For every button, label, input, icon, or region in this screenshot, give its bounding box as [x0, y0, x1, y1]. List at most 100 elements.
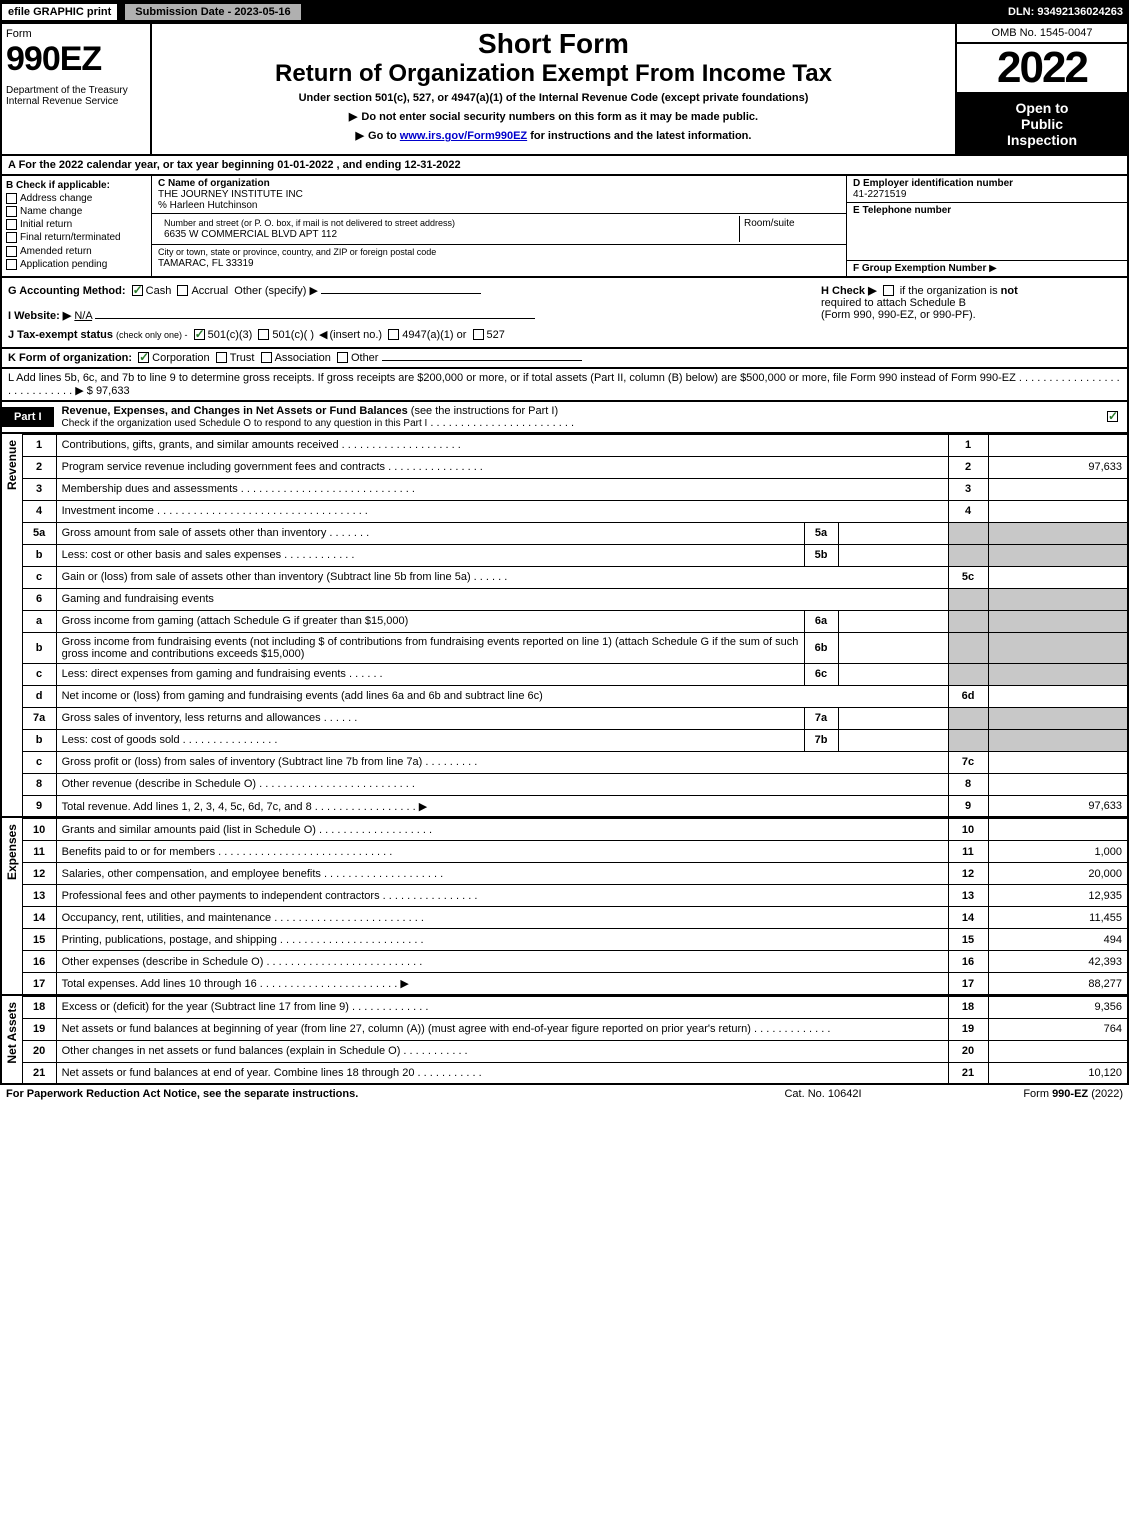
chk-cash[interactable]	[132, 285, 143, 296]
net-assets-section: Net Assets 18Excess or (deficit) for the…	[0, 996, 1129, 1086]
line-6c: cLess: direct expenses from gaming and f…	[22, 663, 1128, 685]
org-name: THE JOURNEY INSTITUTE INC	[158, 189, 303, 200]
row-a-tax-year: A For the 2022 calendar year, or tax yea…	[0, 156, 1129, 176]
l-text: L Add lines 5b, 6c, and 7b to line 9 to …	[8, 372, 1016, 384]
open-public: Open to Public Inspection	[957, 94, 1127, 154]
line-3: 3Membership dues and assessments . . . .…	[22, 478, 1128, 500]
chk-schedule-o[interactable]	[1107, 411, 1118, 422]
goto-post: for instructions and the latest informat…	[527, 130, 751, 142]
chk-h[interactable]	[883, 285, 894, 296]
page-footer: For Paperwork Reduction Act Notice, see …	[0, 1085, 1129, 1103]
expenses-side-label: Expenses	[0, 818, 22, 996]
chk-other-org[interactable]	[337, 352, 348, 363]
net-assets-table: 18Excess or (deficit) for the year (Subt…	[22, 996, 1129, 1086]
dln: DLN: 93492136024263	[1008, 6, 1129, 18]
line-16: 16Other expenses (describe in Schedule O…	[22, 951, 1128, 973]
line-7c: cGross profit or (loss) from sales of in…	[22, 751, 1128, 773]
revenue-table: 1Contributions, gifts, grants, and simil…	[22, 434, 1129, 819]
org-name-label: C Name of organization	[158, 178, 270, 189]
chk-association[interactable]	[261, 352, 272, 363]
submission-date: Submission Date - 2023-05-16	[123, 2, 302, 22]
line-6a: aGross income from gaming (attach Schedu…	[22, 610, 1128, 632]
chk-amended-return[interactable]: Amended return	[6, 246, 147, 257]
chk-application-pending[interactable]: Application pending	[6, 259, 147, 270]
row-k: K Form of organization: Corporation Trus…	[0, 349, 1129, 369]
chk-corporation[interactable]	[138, 352, 149, 363]
line-7a: 7aGross sales of inventory, less returns…	[22, 707, 1128, 729]
cat-no: Cat. No. 10642I	[723, 1088, 923, 1100]
chk-address-change[interactable]: Address change	[6, 193, 147, 204]
expenses-table: 10Grants and similar amounts paid (list …	[22, 818, 1129, 996]
ein-label: D Employer identification number	[853, 178, 1013, 189]
ein-block: D Employer identification number 41-2271…	[847, 176, 1127, 203]
line-20: 20Other changes in net assets or fund ba…	[22, 1040, 1128, 1062]
care-of: % Harleen Hutchinson	[158, 200, 258, 211]
part-i-tab: Part I	[2, 407, 54, 427]
return-title: Return of Organization Exempt From Incom…	[160, 60, 947, 88]
chk-accrual[interactable]	[177, 285, 188, 296]
form-meta-box: OMB No. 1545-0047 2022 Open to Public In…	[957, 24, 1127, 154]
line-12: 12Salaries, other compensation, and empl…	[22, 863, 1128, 885]
net-assets-side-label: Net Assets	[0, 996, 22, 1086]
line-19: 19Net assets or fund balances at beginni…	[22, 1018, 1128, 1040]
box-d: D Employer identification number 41-2271…	[847, 176, 1127, 276]
addr-label: Number and street (or P. O. box, if mail…	[164, 218, 455, 228]
irs-link[interactable]: www.irs.gov/Form990EZ	[400, 130, 527, 142]
line-1: 1Contributions, gifts, grants, and simil…	[22, 434, 1128, 456]
chk-501c[interactable]	[258, 329, 269, 340]
chk-501c3[interactable]	[194, 329, 205, 340]
other-specify: Other (specify) ▶	[234, 285, 318, 297]
accounting-method: G Accounting Method: Cash Accrual Other …	[8, 284, 821, 341]
chk-final-return[interactable]: Final return/terminated	[6, 232, 147, 243]
line-10: 10Grants and similar amounts paid (list …	[22, 819, 1128, 841]
top-bar: efile GRAPHIC print Submission Date - 20…	[0, 0, 1129, 24]
tel-block: E Telephone number	[847, 203, 1127, 261]
group-exemption: F Group Exemption Number ▶	[847, 261, 1127, 276]
box-b-header: B Check if applicable:	[6, 180, 147, 191]
box-bcd: B Check if applicable: Address change Na…	[0, 176, 1129, 278]
omb-number: OMB No. 1545-0047	[957, 24, 1127, 44]
website-value: N/A	[74, 310, 92, 322]
city-label: City or town, state or province, country…	[158, 247, 436, 257]
part-i-header: Part I Revenue, Expenses, and Changes in…	[0, 402, 1129, 434]
line-6d: dNet income or (loss) from gaming and fu…	[22, 685, 1128, 707]
l-amount: $ 97,633	[87, 385, 130, 397]
chk-4947[interactable]	[388, 329, 399, 340]
goto-pre: Go to	[368, 130, 400, 142]
j-label: J Tax-exempt status	[8, 329, 113, 341]
line-5b: bLess: cost or other basis and sales exp…	[22, 544, 1128, 566]
row-j: J Tax-exempt status (check only one) - 5…	[8, 328, 821, 341]
k-label: K Form of organization:	[8, 352, 132, 364]
chk-trust[interactable]	[216, 352, 227, 363]
form-header: Form 990EZ Department of the Treasury In…	[0, 24, 1129, 156]
chk-527[interactable]	[473, 329, 484, 340]
form-id-box: Form 990EZ Department of the Treasury In…	[2, 24, 152, 154]
line-14: 14Occupancy, rent, utilities, and mainte…	[22, 907, 1128, 929]
tel-label: E Telephone number	[853, 205, 951, 216]
org-name-block: C Name of organization THE JOURNEY INSTI…	[152, 176, 846, 214]
line-21: 21Net assets or fund balances at end of …	[22, 1062, 1128, 1084]
city-state-zip: TAMARAC, FL 33319	[158, 258, 254, 269]
line-18: 18Excess or (deficit) for the year (Subt…	[22, 996, 1128, 1018]
line-6: 6Gaming and fundraising events	[22, 588, 1128, 610]
chk-name-change[interactable]: Name change	[6, 206, 147, 217]
row-l: L Add lines 5b, 6c, and 7b to line 9 to …	[0, 369, 1129, 402]
box-c: C Name of organization THE JOURNEY INSTI…	[152, 176, 847, 276]
efile-print-button[interactable]: efile GRAPHIC print	[0, 2, 119, 22]
form-label: Form	[6, 28, 146, 40]
addr-block: Number and street (or P. O. box, if mail…	[152, 214, 846, 245]
row-h: H Check ▶ if the organization is not req…	[821, 284, 1121, 341]
line-8: 8Other revenue (describe in Schedule O) …	[22, 773, 1128, 795]
chk-initial-return[interactable]: Initial return	[6, 219, 147, 230]
dept-label: Department of the Treasury Internal Reve…	[6, 85, 146, 107]
line-13: 13Professional fees and other payments t…	[22, 885, 1128, 907]
part-i-title: Revenue, Expenses, and Changes in Net As…	[62, 402, 1107, 432]
line-7b: bLess: cost of goods sold . . . . . . . …	[22, 729, 1128, 751]
line-5a: 5aGross amount from sale of assets other…	[22, 522, 1128, 544]
box-b: B Check if applicable: Address change Na…	[2, 176, 152, 276]
room-suite: Room/suite	[740, 216, 840, 242]
line-9: 9Total revenue. Add lines 1, 2, 3, 4, 5c…	[22, 795, 1128, 817]
revenue-side-label: Revenue	[0, 434, 22, 819]
form-title-box: Short Form Return of Organization Exempt…	[152, 24, 957, 154]
line-4: 4Investment income . . . . . . . . . . .…	[22, 500, 1128, 522]
